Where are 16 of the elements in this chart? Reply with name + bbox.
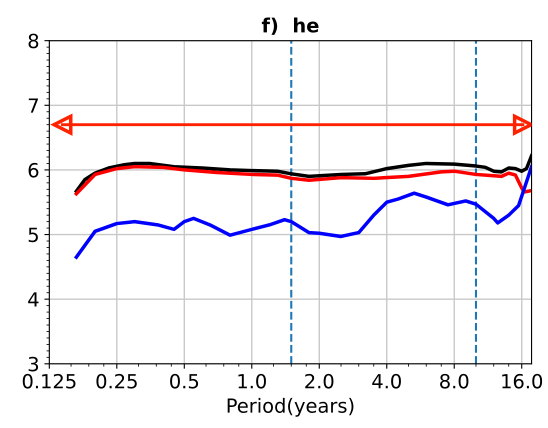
y-tick-label: 7 [28,98,38,113]
y-tick-label: 8 [28,34,38,48]
x-tick-label: 4.0 [372,374,401,389]
x-axis-title: Period(years) [228,398,354,417]
x-tick-label: 16.0 [502,374,542,389]
y-tick-label: 6 [28,162,38,178]
chart-title: f) he [262,18,318,35]
y-tick-label: 5 [28,228,38,242]
y-tick-label: 4 [28,292,39,307]
x-tick-label: 1.0 [238,374,266,389]
y-tick-label: 3 [28,356,38,372]
x-tick-label: 8.0 [440,374,468,389]
x-tick-label: 0.25 [96,374,137,389]
x-tick-label: 0.5 [170,374,198,389]
x-tick-label: 2.0 [305,374,334,389]
x-tick-label: 0.125 [22,374,76,389]
